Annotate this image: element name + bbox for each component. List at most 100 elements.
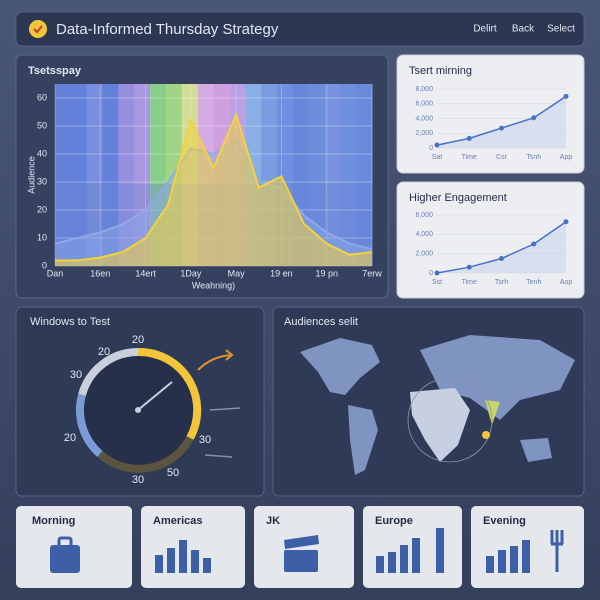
x-tick-label: 16en (90, 268, 110, 278)
gauge-hub (135, 407, 141, 413)
point (563, 93, 569, 99)
y-tick-label: 50 (37, 120, 47, 130)
heat-band (70, 184, 88, 266)
card-title: Americas (153, 515, 203, 527)
y-tick-label: 20 (37, 204, 47, 214)
chart-title: Tsetsspay (28, 65, 82, 77)
heat-band (118, 84, 135, 185)
x-tick-label: Sst (432, 279, 442, 286)
point (499, 125, 504, 131)
x-tick-label: Tsrh (495, 279, 508, 286)
y-tick-label: 6,000 (415, 101, 433, 108)
icon-bar (167, 548, 175, 573)
icon-bar (376, 556, 384, 573)
logo-mark (33, 25, 43, 34)
clapper-icon (284, 550, 318, 572)
header-button[interactable]: Select (547, 24, 575, 35)
heat-band (356, 84, 373, 185)
briefcase-handle (57, 536, 73, 549)
map-ring (407, 377, 493, 463)
gauge-label: 30 (70, 369, 82, 381)
card-title: Europe (375, 515, 413, 527)
icon-bar (388, 552, 396, 573)
y-tick-label: 60 (37, 92, 47, 102)
x-tick-label: Time (462, 279, 477, 286)
icon-bar (522, 540, 530, 573)
arrow (209, 407, 241, 411)
header-title: Data-Informed Thursday Strategy (56, 21, 279, 38)
line-fill (437, 221, 566, 273)
header-button[interactable]: Back (512, 24, 535, 35)
gauge-title: Windows to Test (30, 316, 110, 328)
gauge-arc (97, 436, 194, 473)
x-tick-label: Aop (560, 279, 573, 286)
gauge-arc (78, 348, 139, 397)
y-tick-label: 6,000 (415, 212, 433, 219)
x-tick-label: Csr (496, 154, 508, 161)
heat-band (118, 184, 135, 266)
y-tick-label: 30 (37, 176, 47, 186)
y-tick-label: 2,000 (415, 130, 433, 137)
continent (520, 438, 552, 462)
icon-bar (191, 550, 199, 573)
chart-title: Higher Engagement (409, 192, 507, 204)
arrow (204, 454, 233, 458)
x-tick-label: Dan (47, 268, 64, 278)
arrow-head (225, 349, 234, 361)
x-tick-label: 7erw (362, 268, 382, 278)
header-bar (15, 11, 585, 47)
heat-band (292, 84, 310, 185)
continent (348, 405, 378, 475)
heat-band (70, 84, 88, 185)
icon-bar (436, 528, 444, 573)
header-button[interactable]: Delirt (473, 24, 497, 35)
gauge-label: 20 (64, 432, 76, 444)
gauge-label: 20 (98, 346, 110, 358)
heat-band (308, 84, 325, 185)
point (466, 135, 472, 141)
x-tick-label: App (560, 154, 573, 161)
heat-band (55, 84, 72, 185)
y-tick-label: 4,000 (415, 115, 433, 122)
clapper-top (284, 535, 319, 549)
icon-bar (510, 546, 518, 573)
icon-bar (498, 550, 506, 573)
gauge-arc (137, 347, 202, 440)
point (499, 256, 504, 261)
briefcase-icon (50, 545, 80, 573)
card[interactable] (254, 506, 354, 588)
icon-bar (400, 545, 408, 573)
icon-bar (486, 556, 494, 573)
area-fill (55, 114, 372, 266)
point (434, 142, 440, 148)
arrow (197, 354, 233, 371)
x-tick-label: 19 en (270, 268, 293, 278)
fork-icon (550, 530, 564, 572)
icon-bar (203, 558, 211, 573)
y-tick-label: 0 (42, 260, 47, 270)
card-title: JK (266, 515, 280, 527)
heat-band (86, 84, 104, 185)
icon-bar (155, 555, 163, 573)
chart-title: Tsert mirning (409, 65, 472, 77)
point (531, 241, 537, 247)
continent (420, 335, 575, 420)
heat-band (340, 84, 357, 185)
x-tick-label: 1Day (180, 268, 202, 278)
world-map (300, 335, 575, 475)
icon-bar (179, 540, 187, 573)
heat-band (102, 84, 119, 185)
x-tick-label: Tenh (526, 279, 541, 286)
heat-band (165, 84, 183, 185)
continent (410, 388, 470, 462)
map-title: Audiences selit (284, 316, 358, 328)
card-title: Evening (483, 515, 526, 527)
point (466, 264, 472, 270)
gauge-label: 50 (167, 467, 179, 479)
card-title: Morning (32, 515, 75, 527)
gauge-needle (137, 381, 173, 411)
y-tick-label: 0 (429, 270, 433, 277)
y-tick-label: 10 (37, 232, 47, 242)
x-tick-label: May (228, 268, 246, 278)
